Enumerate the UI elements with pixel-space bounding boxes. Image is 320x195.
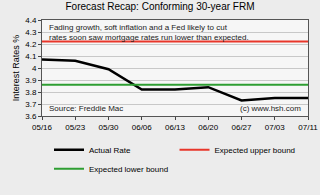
svg-text:Source: Freddie Mac: Source: Freddie Mac [49, 104, 123, 113]
svg-text:4.3: 4.3 [25, 28, 37, 37]
svg-text:Actual Rate: Actual Rate [89, 146, 131, 155]
svg-text:Interest Rates %: Interest Rates % [11, 35, 21, 102]
svg-text:06/06: 06/06 [132, 123, 153, 132]
svg-text:4.2: 4.2 [25, 40, 37, 49]
svg-text:Expected lower bound: Expected lower bound [89, 165, 168, 174]
svg-text:(c) www.hsh.com: (c) www.hsh.com [240, 104, 301, 113]
svg-text:3.9: 3.9 [25, 76, 37, 85]
svg-text:Fading growth, soft inflation: Fading growth, soft inflation and a Fed … [49, 23, 249, 42]
svg-text:4.4: 4.4 [25, 16, 37, 25]
svg-text:Expected upper bound: Expected upper bound [215, 146, 296, 155]
svg-text:06/27: 06/27 [231, 123, 252, 132]
svg-text:3.7: 3.7 [25, 100, 37, 109]
svg-text:06/20: 06/20 [198, 123, 219, 132]
svg-text:Forecast Recap: Conforming 30-: Forecast Recap: Conforming 30-year FRM [66, 1, 255, 12]
svg-text:4: 4 [32, 64, 37, 73]
svg-text:3.6: 3.6 [25, 112, 37, 121]
svg-text:07/11: 07/11 [298, 123, 318, 132]
svg-text:05/23: 05/23 [65, 123, 86, 132]
svg-text:3.8: 3.8 [25, 88, 37, 97]
svg-text:06/13: 06/13 [165, 123, 186, 132]
svg-text:07/03: 07/03 [265, 123, 286, 132]
svg-text:05/16: 05/16 [32, 123, 53, 132]
svg-text:05/30: 05/30 [98, 123, 119, 132]
svg-text:4.1: 4.1 [25, 52, 37, 61]
